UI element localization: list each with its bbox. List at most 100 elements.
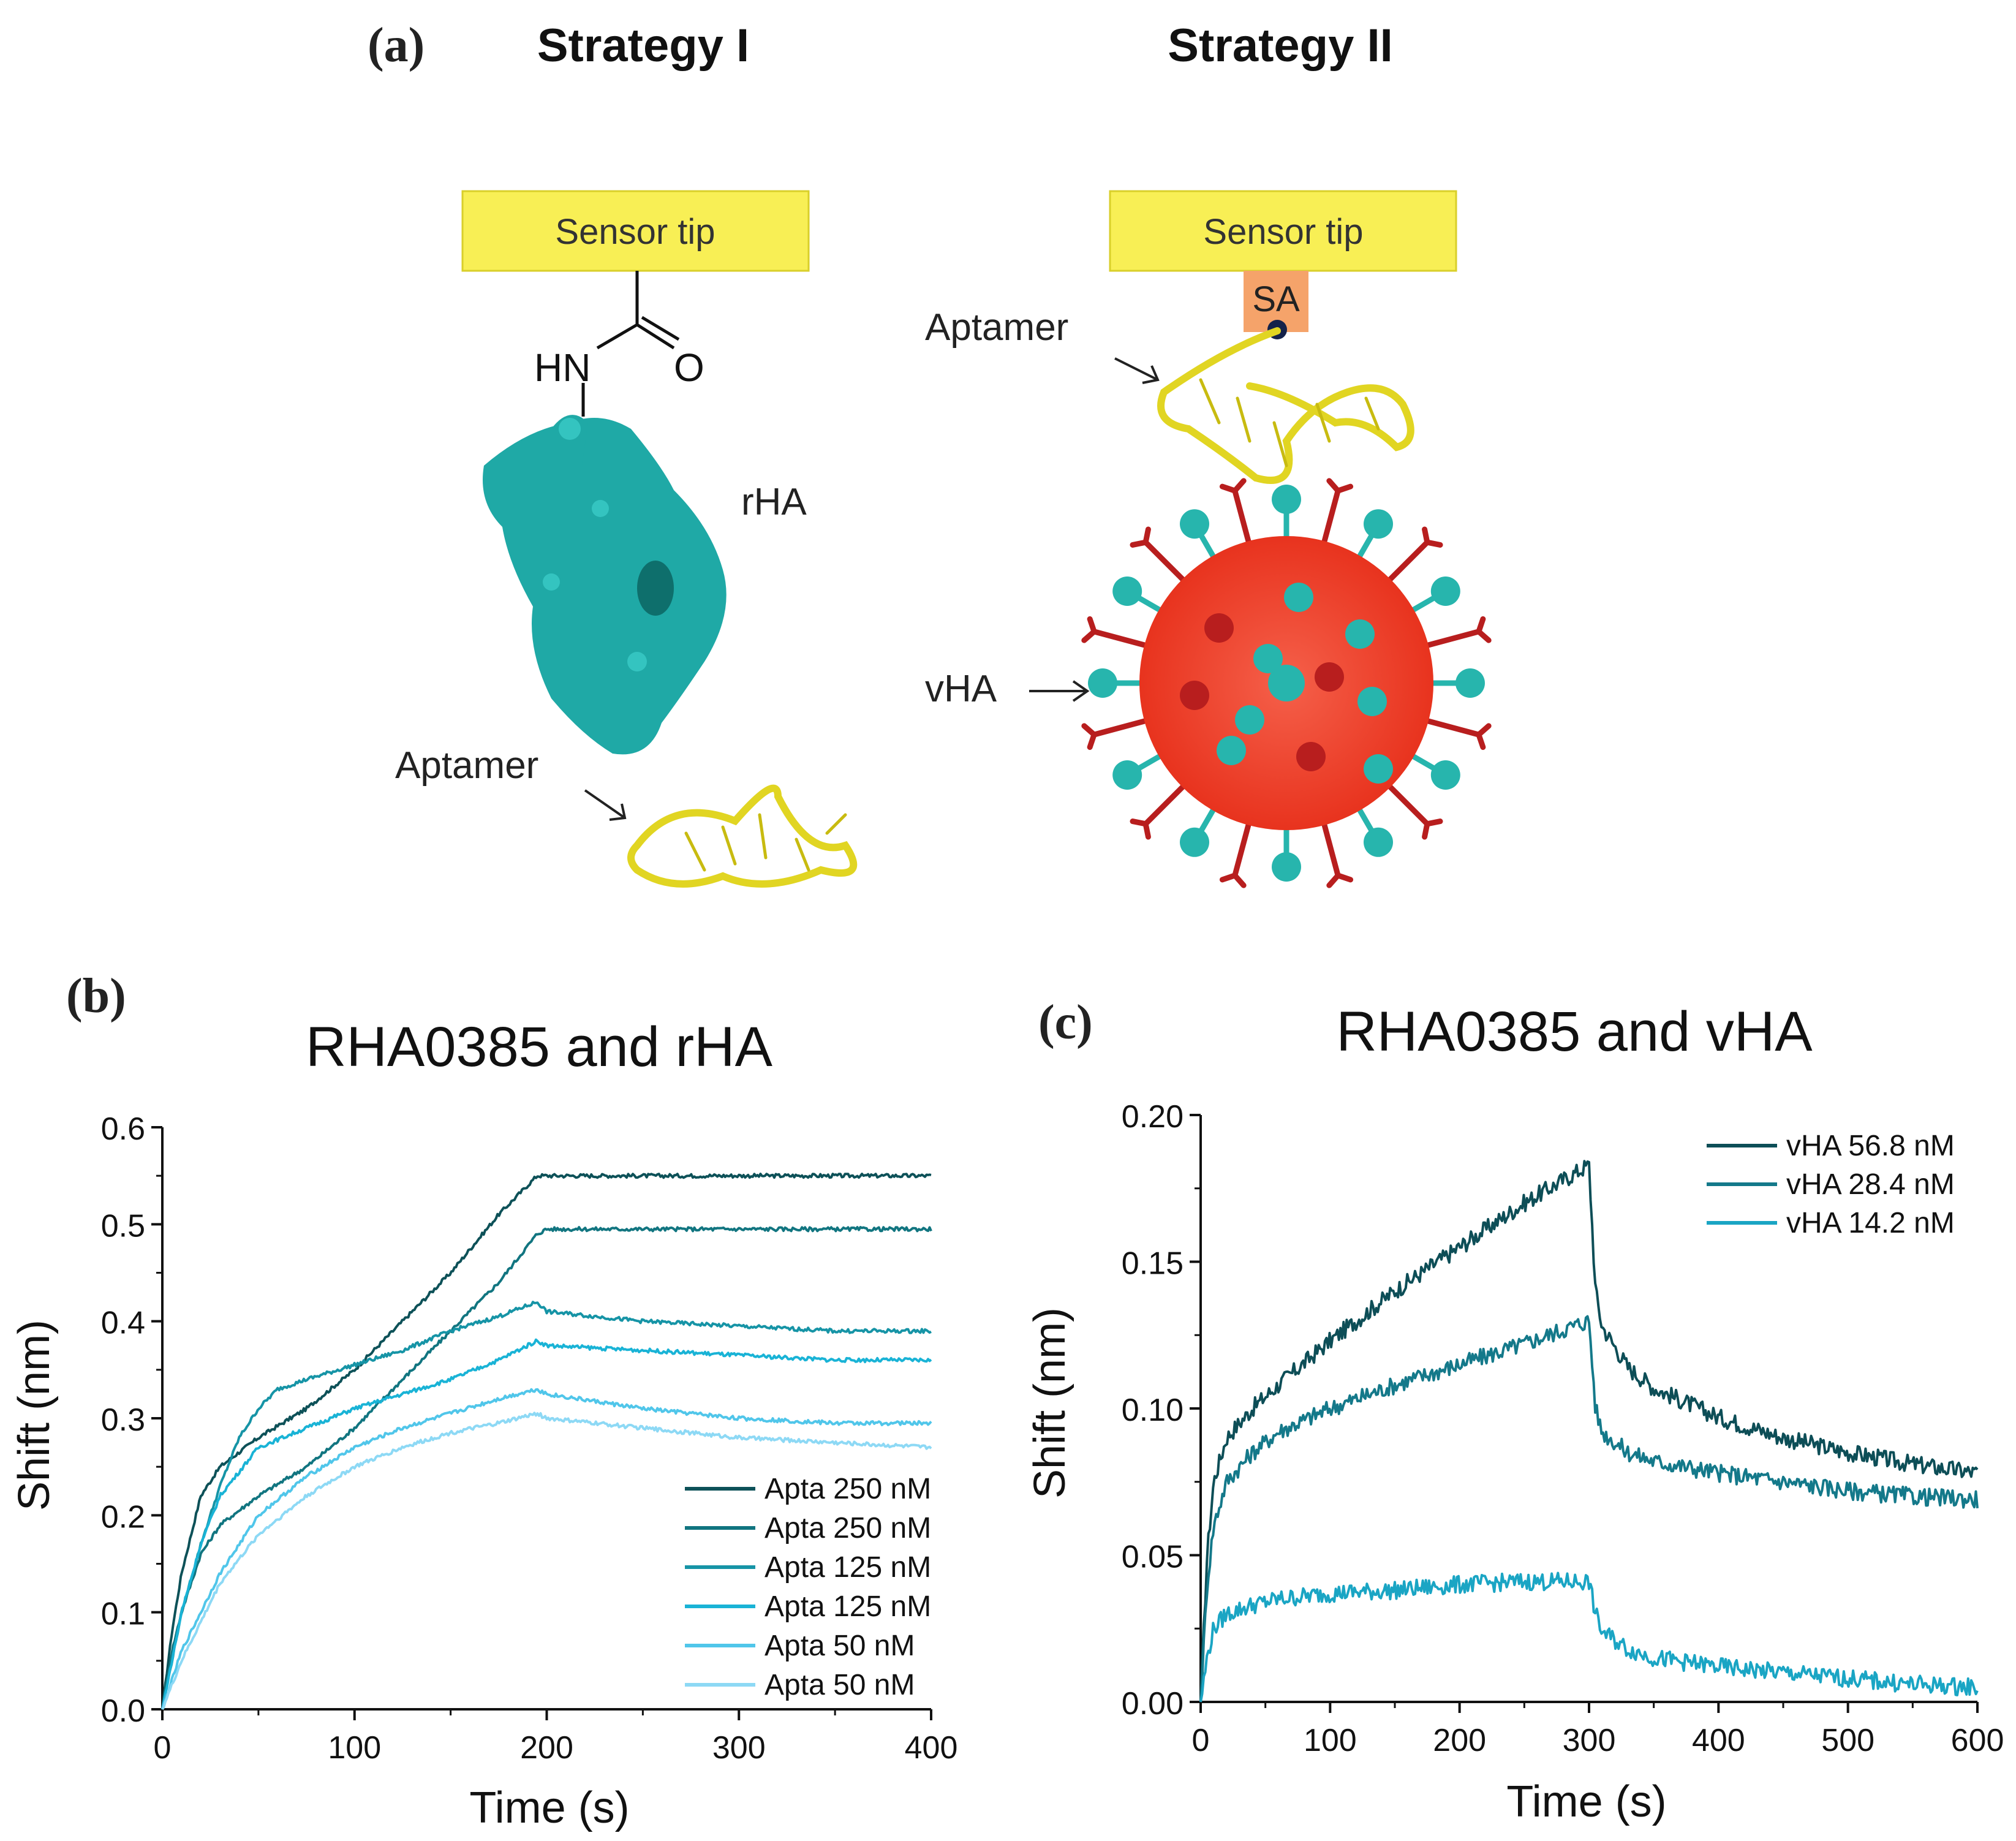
spike xyxy=(1419,629,1482,649)
spike-head xyxy=(1272,485,1301,514)
x-tick-label: 0 xyxy=(1192,1723,1210,1758)
surface-protein xyxy=(1364,754,1393,784)
series-line-5 xyxy=(161,1388,932,1710)
panel-a: (a) Strategy I Strategy II Sensor tip HN… xyxy=(368,18,1492,888)
chart-c-xlabel: Time (s) xyxy=(1506,1777,1666,1826)
spike-head xyxy=(1364,827,1393,857)
spike xyxy=(1091,717,1153,738)
sa-label: SA xyxy=(1252,279,1300,319)
surface-protein xyxy=(1268,665,1305,701)
x-tick-label: 300 xyxy=(1563,1723,1616,1758)
sensor-tip-label-1: Sensor tip xyxy=(555,212,715,252)
spike xyxy=(1320,816,1341,879)
x-tick-label: 400 xyxy=(1692,1723,1745,1758)
surface-protein xyxy=(1315,662,1344,692)
surface-protein xyxy=(1284,583,1313,612)
arrow-vha xyxy=(1029,680,1090,702)
y-tick-label: 0.00 xyxy=(1122,1686,1184,1722)
spike xyxy=(1232,816,1253,879)
spike-fork xyxy=(1476,723,1492,738)
spike-fork xyxy=(1087,731,1097,750)
panel-a-label: (a) xyxy=(368,18,425,72)
y-tick-label: 0.2 xyxy=(101,1499,145,1535)
spike-head xyxy=(1180,509,1209,539)
legend-entry: Apta 50 nM xyxy=(764,1630,915,1662)
spike-head xyxy=(1112,760,1142,790)
aptamer-label-2: Aptamer xyxy=(925,306,1068,349)
spike-fork xyxy=(1130,539,1149,548)
surface-protein xyxy=(1357,687,1387,716)
series-line-4 xyxy=(161,1338,932,1710)
legend-entry: Apta 125 nM xyxy=(764,1551,931,1584)
legend-entry: vHA 14.2 nM xyxy=(1786,1207,1955,1239)
surface-protein xyxy=(1253,644,1283,673)
chart-c-ylabel: Shift (nm) xyxy=(1025,1307,1074,1499)
spike-fork xyxy=(1142,821,1151,840)
arrow-aptamer-1 xyxy=(584,789,627,821)
y-tick-label: 0.6 xyxy=(101,1111,145,1147)
rha-protein-icon xyxy=(483,415,727,755)
surface-protein xyxy=(1296,742,1326,771)
x-tick-label: 200 xyxy=(1433,1723,1486,1758)
spike-head xyxy=(1430,576,1460,606)
spike xyxy=(1142,780,1190,827)
y-tick-label: 0.5 xyxy=(101,1208,145,1244)
sensor-tip-label-2: Sensor tip xyxy=(1203,212,1363,252)
chart-b-ylabel: Shift (nm) xyxy=(10,1320,59,1511)
spike-head xyxy=(1180,827,1209,857)
x-tick-label: 0 xyxy=(154,1730,172,1766)
panel-c-label: (c) xyxy=(1038,996,1093,1049)
y-tick-label: 0.4 xyxy=(101,1306,145,1341)
strategy-2-title: Strategy II xyxy=(1168,20,1392,72)
surface-protein xyxy=(1204,613,1234,643)
spike-fork xyxy=(1476,616,1486,635)
spike xyxy=(1091,629,1153,649)
spike xyxy=(1320,488,1341,550)
series-line-1 xyxy=(161,1173,932,1710)
y-tick-label: 0.20 xyxy=(1122,1099,1184,1135)
spike-fork xyxy=(1219,483,1238,494)
virus-icon xyxy=(1081,478,1492,888)
legend-entry: vHA 28.4 nM xyxy=(1786,1168,1955,1201)
y-tick-label: 0.0 xyxy=(101,1693,145,1729)
x-tick-label: 500 xyxy=(1821,1723,1874,1758)
surface-protein xyxy=(1180,681,1209,710)
y-tick-label: 0.10 xyxy=(1122,1393,1184,1428)
sensor-tip-box-2 xyxy=(1109,190,1457,272)
spike-head xyxy=(1455,668,1485,698)
y-tick-label: 0.3 xyxy=(101,1402,145,1438)
spike-head xyxy=(1272,852,1301,882)
spike-fork xyxy=(1422,526,1430,545)
spike xyxy=(1383,780,1430,827)
spike-head xyxy=(1088,668,1117,698)
spike-head xyxy=(1112,576,1142,606)
y-tick-label: 0.1 xyxy=(101,1597,145,1632)
series-line-2 xyxy=(1199,1315,1979,1703)
spike-fork xyxy=(1232,872,1247,888)
spike xyxy=(1383,539,1430,586)
series-line-2 xyxy=(161,1226,932,1710)
x-tick-label: 600 xyxy=(1951,1723,2004,1758)
surface-protein xyxy=(1217,736,1246,765)
legend-entry: Apta 125 nM xyxy=(764,1590,931,1623)
x-tick-label: 100 xyxy=(1304,1723,1357,1758)
surface-protein xyxy=(1345,619,1375,649)
chart-b-plot: 0 100 200 300 400 0.0 0.1 0.2 0.3 0.4 0.5 0.6 Apta 2… xyxy=(101,1111,958,1766)
series-line-1 xyxy=(1199,1160,1979,1703)
spike-head xyxy=(1430,760,1460,790)
amide-linker xyxy=(581,271,680,417)
linker-o-label: O xyxy=(674,346,704,390)
y-tick-label: 0.15 xyxy=(1122,1246,1184,1282)
strategy-1-diagram: Sensor tip HN O rHA Aptamer xyxy=(395,190,858,888)
spike-fork xyxy=(1335,872,1354,883)
aptamer-icon-1 xyxy=(627,784,858,888)
spike xyxy=(1419,717,1482,738)
surface-protein xyxy=(1235,705,1264,735)
aptamer-icon-2 xyxy=(1157,327,1414,484)
legend-entry: Apta 250 nM xyxy=(764,1473,931,1505)
sensor-tip-box-1 xyxy=(461,190,810,272)
arrow-aptamer-2 xyxy=(1114,357,1160,384)
chart-c-title: RHA0385 and vHA xyxy=(1336,1000,1813,1063)
series-line-3 xyxy=(161,1301,932,1710)
spike-fork xyxy=(1081,629,1097,643)
